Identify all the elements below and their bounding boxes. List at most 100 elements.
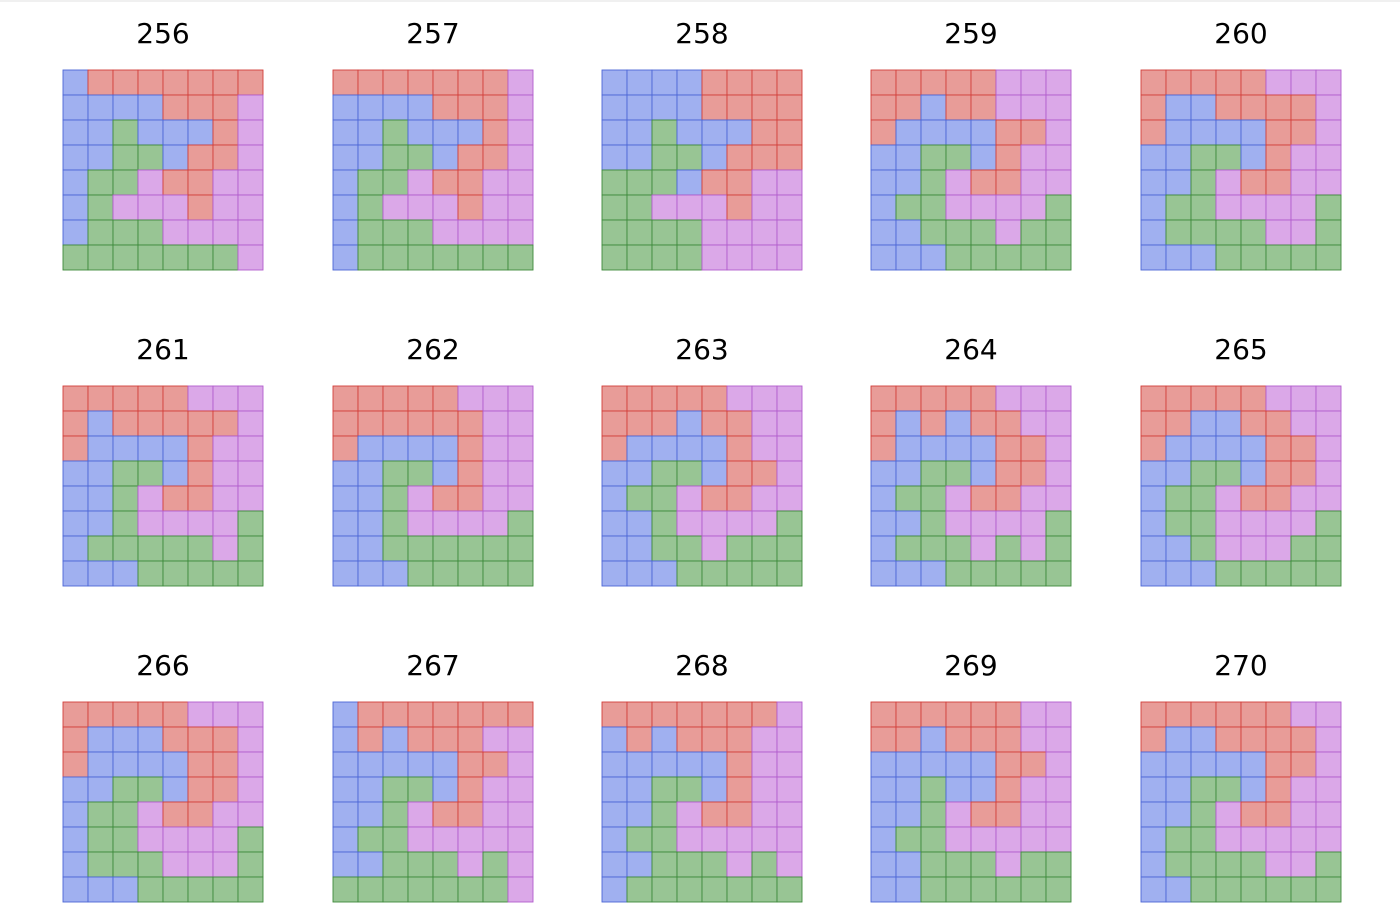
- grid-cell: [895, 169, 922, 196]
- grid-cell: [1290, 244, 1317, 271]
- grid-cell: [601, 776, 628, 803]
- grid-cell: [1140, 435, 1167, 462]
- grid-cell: [601, 385, 628, 412]
- grid-cell: [1045, 435, 1072, 462]
- grid-cell: [1240, 751, 1267, 778]
- cell-grid: [62, 385, 264, 587]
- grid-cell: [1190, 94, 1217, 121]
- grid-cell: [651, 410, 678, 437]
- grid-cell: [651, 826, 678, 853]
- grid-cell: [162, 194, 189, 221]
- grid-cell: [1315, 876, 1342, 903]
- grid-cell: [1190, 219, 1217, 246]
- grid-cell: [457, 410, 484, 437]
- grid-cell: [601, 194, 628, 221]
- grid-cell: [651, 801, 678, 828]
- grid-cell: [112, 194, 139, 221]
- grid-cell: [1290, 485, 1317, 512]
- grid-cell: [676, 560, 703, 587]
- grid-cell: [726, 726, 753, 753]
- panel-label: 265: [1214, 333, 1268, 366]
- grid-cell: [1290, 801, 1317, 828]
- grid-cell: [1020, 144, 1047, 171]
- panel-label: 267: [406, 649, 460, 682]
- grid-cell: [1020, 194, 1047, 221]
- grid-cell: [482, 219, 509, 246]
- grid-cell: [601, 169, 628, 196]
- grid-cell: [1265, 144, 1292, 171]
- grid-cell: [212, 460, 239, 487]
- grid-cell: [1240, 826, 1267, 853]
- grid-cell: [676, 801, 703, 828]
- grid-cell: [382, 410, 409, 437]
- grid-cell: [751, 726, 778, 753]
- grid-cell: [626, 876, 653, 903]
- grid-cell: [1140, 826, 1167, 853]
- grid-cell: [482, 776, 509, 803]
- grid-cell: [507, 435, 534, 462]
- grid-cell: [676, 851, 703, 878]
- grid-cell: [507, 385, 534, 412]
- cell-grid: [601, 69, 803, 271]
- grid-cell: [457, 851, 484, 878]
- grid-cell: [112, 826, 139, 853]
- grid-cell: [62, 876, 89, 903]
- grid-cell: [62, 485, 89, 512]
- grid-cell: [62, 194, 89, 221]
- grid-cell: [601, 826, 628, 853]
- grid-cell: [137, 94, 164, 121]
- grid-cell: [1140, 410, 1167, 437]
- grid-cell: [651, 169, 678, 196]
- grid-cell: [1240, 435, 1267, 462]
- grid-cell: [237, 751, 264, 778]
- grid-cell: [995, 460, 1022, 487]
- grid-cell: [1045, 851, 1072, 878]
- grid-cell: [895, 119, 922, 146]
- grid-cell: [870, 69, 897, 96]
- grid-cell: [1045, 69, 1072, 96]
- grid-cell: [162, 851, 189, 878]
- grid-cell: [382, 726, 409, 753]
- grid-cell: [1290, 410, 1317, 437]
- grid-cell: [920, 194, 947, 221]
- grid-cell: [1140, 801, 1167, 828]
- grid-cell: [1165, 219, 1192, 246]
- grid-cell: [651, 435, 678, 462]
- grid-cell: [187, 435, 214, 462]
- grid-cell: [237, 385, 264, 412]
- grid-cell: [1165, 535, 1192, 562]
- grid-cell: [357, 751, 384, 778]
- grid-cell: [945, 194, 972, 221]
- grid-cell: [1045, 169, 1072, 196]
- grid-cell: [382, 94, 409, 121]
- grid-cell: [995, 410, 1022, 437]
- grid-cell: [676, 826, 703, 853]
- grid-cell: [482, 726, 509, 753]
- grid-cell: [1265, 485, 1292, 512]
- grid-cell: [237, 535, 264, 562]
- grid-cell: [945, 751, 972, 778]
- grid-cell: [1290, 169, 1317, 196]
- grid-cell: [751, 119, 778, 146]
- grid-cell: [1140, 560, 1167, 587]
- grid-cell: [332, 69, 359, 96]
- grid-cell: [1140, 876, 1167, 903]
- grid-cell: [895, 560, 922, 587]
- grid-cell: [1265, 119, 1292, 146]
- grid-cell: [895, 385, 922, 412]
- grid-cell: [701, 385, 728, 412]
- grid-cell: [1240, 510, 1267, 537]
- grid-cell: [895, 485, 922, 512]
- grid-cell: [432, 485, 459, 512]
- grid-cell: [357, 410, 384, 437]
- grid-cell: [332, 219, 359, 246]
- grid-cell: [920, 435, 947, 462]
- grid-cell: [970, 69, 997, 96]
- grid-cell: [626, 435, 653, 462]
- grid-cell: [1190, 851, 1217, 878]
- grid-cell: [970, 435, 997, 462]
- grid-cell: [995, 144, 1022, 171]
- grid-cell: [162, 751, 189, 778]
- grid-cell: [776, 876, 803, 903]
- grid-cell: [332, 776, 359, 803]
